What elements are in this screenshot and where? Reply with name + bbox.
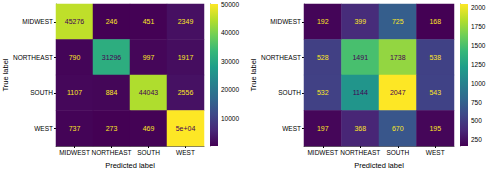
svg-text:50000: 50000 — [221, 1, 239, 8]
svg-text:1491: 1491 — [352, 54, 368, 61]
svg-text:500: 500 — [471, 117, 482, 124]
svg-text:2556: 2556 — [178, 89, 194, 96]
svg-text:40000: 40000 — [221, 29, 239, 36]
svg-text:45276: 45276 — [65, 18, 85, 25]
svg-text:2047: 2047 — [390, 89, 406, 96]
svg-text:MIDWEST: MIDWEST — [307, 149, 338, 156]
svg-text:725: 725 — [392, 18, 404, 25]
svg-text:670: 670 — [392, 125, 404, 132]
svg-text:1738: 1738 — [390, 54, 406, 61]
svg-text:NORTHEAST: NORTHEAST — [13, 54, 53, 61]
svg-text:273: 273 — [106, 125, 118, 132]
svg-text:SOUTH: SOUTH — [278, 89, 301, 96]
svg-text:5e+04: 5e+04 — [176, 125, 196, 132]
svg-text:WEST: WEST — [176, 149, 195, 156]
svg-text:532: 532 — [317, 89, 329, 96]
svg-text:1144: 1144 — [353, 89, 368, 96]
svg-text:NORTHEAST: NORTHEAST — [261, 54, 301, 61]
svg-text:451: 451 — [143, 18, 155, 25]
svg-text:NORTHEAST: NORTHEAST — [92, 149, 132, 156]
svg-text:1250: 1250 — [471, 61, 486, 68]
svg-text:20000: 20000 — [221, 86, 239, 93]
svg-text:1000: 1000 — [471, 80, 486, 87]
svg-text:30000: 30000 — [221, 58, 239, 65]
svg-text:WEST: WEST — [282, 125, 301, 132]
svg-text:195: 195 — [429, 125, 441, 132]
svg-text:WEST: WEST — [34, 125, 53, 132]
svg-text:750: 750 — [471, 99, 482, 106]
svg-text:399: 399 — [354, 18, 366, 25]
svg-text:SOUTH: SOUTH — [30, 89, 53, 96]
svg-text:2000: 2000 — [471, 4, 486, 11]
svg-text:790: 790 — [69, 54, 81, 61]
svg-text:2349: 2349 — [178, 18, 194, 25]
svg-text:884: 884 — [106, 89, 118, 96]
svg-text:246: 246 — [106, 18, 118, 25]
svg-text:1500: 1500 — [471, 42, 486, 49]
svg-text:31296: 31296 — [102, 54, 122, 61]
svg-text:WEST: WEST — [426, 149, 445, 156]
svg-text:10000: 10000 — [221, 115, 239, 122]
svg-text:Predicted label: Predicted label — [354, 161, 404, 170]
svg-text:SOUTH: SOUTH — [386, 149, 409, 156]
svg-text:44043: 44043 — [139, 89, 159, 96]
svg-text:469: 469 — [143, 125, 155, 132]
svg-text:1750: 1750 — [471, 23, 486, 30]
svg-text:SOUTH: SOUTH — [137, 149, 160, 156]
svg-text:MIDWEST: MIDWEST — [270, 18, 301, 25]
svg-text:1917: 1917 — [178, 54, 194, 61]
svg-text:543: 543 — [429, 89, 441, 96]
svg-text:1107: 1107 — [67, 89, 82, 96]
svg-text:Predicted label: Predicted label — [105, 161, 155, 170]
svg-text:368: 368 — [354, 125, 366, 132]
svg-text:737: 737 — [69, 125, 81, 132]
svg-text:997: 997 — [143, 54, 155, 61]
svg-text:197: 197 — [317, 125, 329, 132]
svg-text:True label: True label — [1, 58, 10, 91]
svg-text:MIDWEST: MIDWEST — [22, 18, 53, 25]
svg-text:NORTHEAST: NORTHEAST — [340, 149, 380, 156]
svg-text:250: 250 — [471, 136, 482, 143]
svg-text:168: 168 — [429, 18, 441, 25]
svg-text:528: 528 — [317, 54, 329, 61]
svg-text:MIDWEST: MIDWEST — [59, 149, 90, 156]
svg-text:True label: True label — [249, 58, 258, 91]
svg-text:192: 192 — [317, 18, 329, 25]
svg-text:538: 538 — [429, 54, 441, 61]
